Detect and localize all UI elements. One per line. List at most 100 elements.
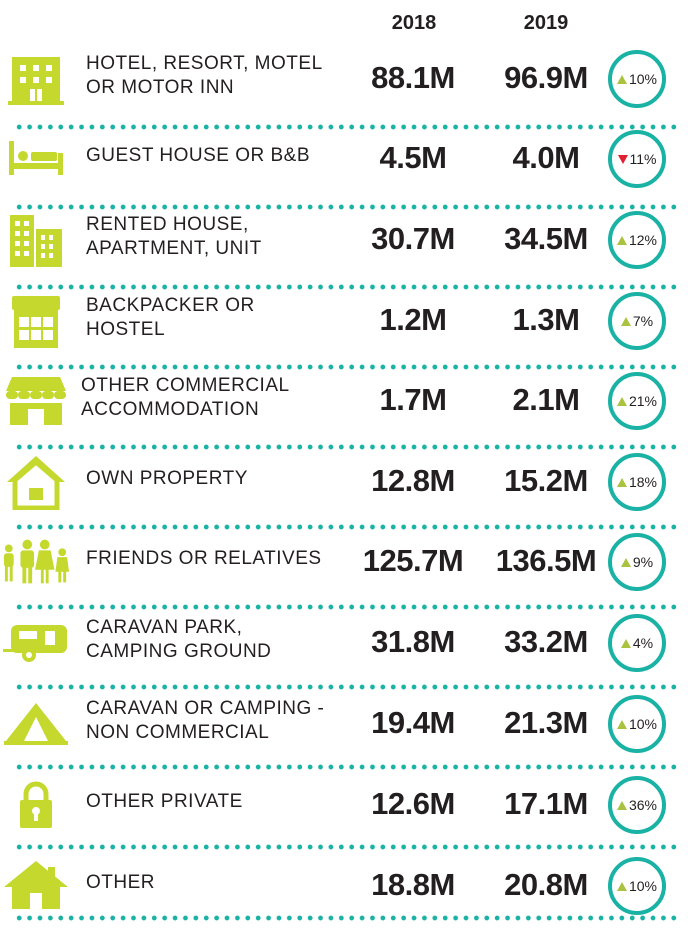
dotted-divider xyxy=(14,364,678,370)
arrow-up-icon xyxy=(616,477,627,487)
row-label-line2: ACCOMMODATION xyxy=(81,399,260,420)
value-2018: 1.7M xyxy=(379,382,447,417)
change-percent: 10% xyxy=(628,71,658,87)
apartment-icon xyxy=(2,199,70,281)
value-2018: 18.8M xyxy=(371,867,455,902)
arrow-up-icon xyxy=(620,638,631,648)
value-2019: 34.5M xyxy=(504,221,588,256)
row-label-line1: HOTEL, RESORT, MOTEL xyxy=(86,53,323,74)
arrow-up-icon xyxy=(620,557,631,567)
value-2019: 4.0M xyxy=(512,140,580,175)
arrow-up-icon xyxy=(616,235,627,245)
change-percent: 10% xyxy=(628,878,658,894)
caravan-icon xyxy=(2,602,70,684)
change-badge: 10% xyxy=(608,857,666,915)
row-label-line1: OTHER PRIVATE xyxy=(86,791,243,812)
row-label-line1: RENTED HOUSE, xyxy=(86,214,249,235)
row-label-line1: OTHER xyxy=(86,872,155,893)
value-2019: 1.3M xyxy=(512,302,580,337)
value-2019: 96.9M xyxy=(504,60,588,95)
change-badge: 18% xyxy=(608,453,666,511)
row-label-line1: OTHER COMMERCIAL xyxy=(81,375,290,396)
table-row: OTHER 18.8M 20.8M 10% xyxy=(0,845,688,926)
value-2018: 1.2M xyxy=(379,302,447,337)
bed-icon xyxy=(2,118,70,200)
dotted-divider xyxy=(14,204,678,210)
dotted-divider xyxy=(14,444,678,450)
arrow-up-icon xyxy=(620,316,631,326)
change-badge: 4% xyxy=(608,614,666,672)
change-percent: 9% xyxy=(632,554,654,570)
tent-icon xyxy=(2,683,70,765)
table-row: RENTED HOUSE, APARTMENT, UNIT 30.7M 34.5M 12… xyxy=(0,199,688,280)
change-badge: 21% xyxy=(608,372,666,430)
row-label-line2: CAMPING GROUND xyxy=(86,641,272,662)
row-label-line2: HOSTEL xyxy=(86,319,166,340)
year-header-2018: 2018 xyxy=(391,12,437,34)
dotted-divider xyxy=(14,684,678,690)
change-percent: 18% xyxy=(628,474,658,490)
table-row: HOTEL, RESORT, MOTEL OR MOTOR INN 88.1M 96.… xyxy=(0,38,688,119)
change-percent: 21% xyxy=(628,393,658,409)
table-row: CARAVAN PARK, CAMPING GROUND 31.8M 33.2M 4% xyxy=(0,602,688,683)
row-label-line2: APARTMENT, UNIT xyxy=(86,238,262,259)
table-row: GUEST HOUSE OR B&B 4.5M 4.0M 11% xyxy=(0,118,688,199)
dotted-divider xyxy=(14,604,678,610)
table-row: OTHER COMMERCIAL ACCOMMODATION 1.7M 2.1M 21% xyxy=(0,360,688,441)
family-icon xyxy=(2,521,70,603)
dotted-divider xyxy=(14,124,678,130)
row-label-line2: NON COMMERCIAL xyxy=(86,722,270,743)
dotted-divider xyxy=(14,764,678,770)
row-label-line1: CARAVAN PARK, xyxy=(86,617,243,638)
change-badge: 10% xyxy=(608,50,666,108)
value-2018: 88.1M xyxy=(371,60,455,95)
row-label-line1: BACKPACKER OR xyxy=(86,295,255,316)
arrow-up-icon xyxy=(616,800,627,810)
row-label-line2: OR MOTOR INN xyxy=(86,77,235,98)
value-2018: 125.7M xyxy=(362,543,464,578)
table-row: OWN PROPERTY 12.8M 15.2M 18% xyxy=(0,441,688,522)
padlock-icon xyxy=(2,764,70,846)
value-2018: 19.4M xyxy=(371,705,455,740)
arrow-down-icon xyxy=(617,154,628,164)
change-percent: 10% xyxy=(628,716,658,732)
arrow-up-icon xyxy=(616,881,627,891)
change-percent: 12% xyxy=(628,232,658,248)
value-2018: 12.6M xyxy=(371,786,455,821)
change-badge: 10% xyxy=(608,695,666,753)
value-2018: 4.5M xyxy=(379,140,447,175)
arrow-up-icon xyxy=(616,719,627,729)
hotel-icon xyxy=(2,38,70,120)
change-percent: 7% xyxy=(632,313,654,329)
year-header-2019: 2019 xyxy=(523,12,569,34)
dotted-divider xyxy=(14,844,678,850)
value-2019: 17.1M xyxy=(504,786,588,821)
hostel-icon xyxy=(2,280,70,362)
change-badge: 11% xyxy=(608,130,666,188)
house-icon xyxy=(2,845,70,927)
change-percent: 11% xyxy=(629,151,657,167)
value-2019: 2.1M xyxy=(512,382,580,417)
own-house-icon xyxy=(2,441,70,523)
change-badge: 12% xyxy=(608,211,666,269)
row-label-line1: CARAVAN OR CAMPING - xyxy=(86,698,325,719)
row-label-line1: OWN PROPERTY xyxy=(86,468,248,489)
value-2018: 12.8M xyxy=(371,463,455,498)
arrow-up-icon xyxy=(616,396,627,406)
change-percent: 4% xyxy=(632,635,654,651)
change-percent: 36% xyxy=(628,797,658,813)
table-row: FRIENDS OR RELATIVES 125.7M 136.5M 9% xyxy=(0,521,688,602)
value-2019: 20.8M xyxy=(504,867,588,902)
row-label-line1: FRIENDS OR RELATIVES xyxy=(86,548,322,569)
value-2019: 136.5M xyxy=(495,543,597,578)
table-row: CARAVAN OR CAMPING - NON COMMERCIAL 19.4M 2… xyxy=(0,683,688,764)
arrow-up-icon xyxy=(616,74,627,84)
table-row: BACKPACKER OR HOSTEL 1.2M 1.3M 7% xyxy=(0,280,688,361)
value-2018: 30.7M xyxy=(371,221,455,256)
dotted-divider xyxy=(14,524,678,530)
dotted-divider xyxy=(14,915,678,921)
value-2019: 33.2M xyxy=(504,624,588,659)
dotted-divider xyxy=(14,284,678,290)
change-badge: 9% xyxy=(608,533,666,591)
table-row: OTHER PRIVATE 12.6M 17.1M 36% xyxy=(0,764,688,845)
